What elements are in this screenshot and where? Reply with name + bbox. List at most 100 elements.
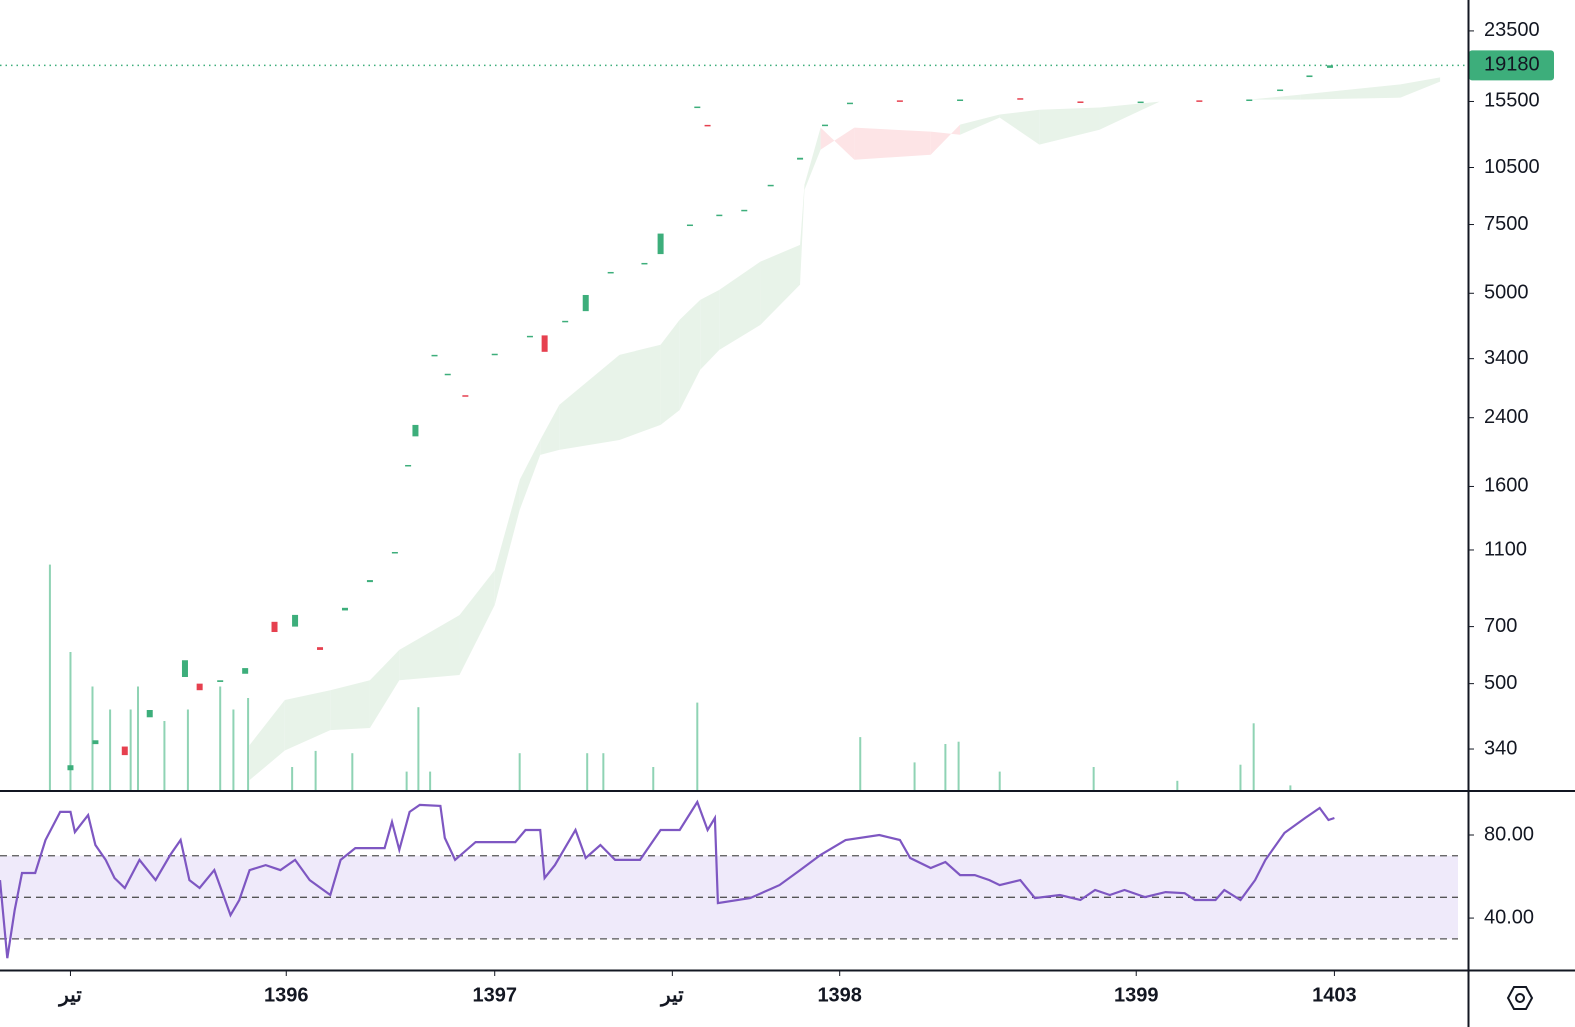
volume-bar (998, 771, 1001, 790)
candle (562, 320, 569, 323)
ichimoku-cloud (1300, 84, 1401, 100)
candle (607, 271, 614, 274)
volume-bar (696, 702, 699, 790)
ichimoku-cloud (1400, 77, 1441, 98)
ichimoku-cloud (800, 184, 805, 285)
volume-bar (1239, 764, 1242, 790)
ichimoku-cloud (284, 690, 331, 751)
settings-dot[interactable] (1515, 993, 1525, 1003)
ichimoku-cloud (999, 109, 1040, 145)
ichimoku-cloud (1099, 101, 1160, 130)
candle (1246, 99, 1253, 102)
candle (317, 647, 324, 650)
ichimoku-cloud (854, 127, 931, 160)
volume-bar (136, 686, 139, 790)
ichimoku-cloud (700, 289, 720, 370)
ichimoku-cloud (820, 127, 855, 160)
volume-bar (1289, 785, 1292, 790)
x-tick-label: 1399 (1114, 984, 1159, 1006)
candle (657, 233, 664, 255)
y-tick-label: 340 (1484, 737, 1517, 759)
candle (582, 294, 589, 312)
ichimoku-cloud (719, 261, 761, 350)
ichimoku-cloud (559, 354, 620, 450)
ichimoku-cloud (249, 700, 285, 781)
candle (1327, 65, 1334, 68)
candle (271, 621, 278, 633)
volume-bar (91, 686, 94, 790)
candle (292, 614, 299, 627)
volume-bar (417, 707, 420, 790)
x-tick-label: 1397 (472, 984, 517, 1006)
volume-bar (219, 686, 222, 790)
candle (217, 680, 224, 682)
rsi-line (0, 799, 1335, 959)
candle (1017, 98, 1024, 100)
ichimoku-cloud (494, 479, 520, 606)
volume-bar (586, 753, 589, 790)
volume-bar (314, 750, 317, 790)
volume-bar (429, 771, 432, 790)
ichimoku-cloud (369, 649, 400, 728)
x-tick-label: تیر (659, 984, 684, 1007)
last-price-label: 19180 (1484, 54, 1540, 76)
volume-bar (957, 741, 960, 790)
volume-bar (247, 698, 250, 790)
candle (196, 683, 203, 691)
y-tick-label: 1100 (1484, 538, 1527, 560)
volume-bar (163, 721, 166, 790)
y-tick-label: 80.00 (1484, 823, 1534, 845)
candle (444, 373, 451, 376)
candle (391, 551, 398, 554)
candle (1196, 100, 1203, 102)
volume-bar (405, 771, 408, 790)
candle (405, 464, 412, 467)
ichimoku-cloud (540, 404, 560, 455)
candle (1077, 101, 1084, 103)
candle (341, 607, 348, 611)
settings-hexagon[interactable] (1506, 986, 1534, 1010)
candle (526, 335, 533, 338)
y-tick-label: 7500 (1484, 213, 1529, 235)
candle (121, 746, 128, 756)
ichimoku-cloud (679, 299, 701, 410)
ichimoku-cloud (459, 570, 495, 676)
candle (741, 209, 748, 212)
ichimoku-cloud (660, 319, 680, 425)
candle (412, 424, 419, 437)
y-tick-label: 3400 (1484, 347, 1529, 369)
candle (686, 224, 693, 227)
volume-bar (652, 767, 655, 790)
ichimoku-cloud (960, 114, 1000, 135)
candle (1137, 101, 1144, 104)
candle (92, 740, 99, 745)
settings-icon[interactable] (1506, 986, 1534, 1010)
volume-bar (129, 709, 132, 790)
volume-bar (48, 564, 51, 790)
volume-bar (291, 767, 294, 790)
candle (67, 765, 74, 771)
candle (491, 353, 498, 356)
ichimoku-cloud (804, 127, 821, 190)
y-tick-label: 2400 (1484, 406, 1529, 428)
volume-bar (944, 744, 947, 790)
x-tick-label: تیر (57, 984, 82, 1007)
candle (541, 335, 548, 352)
candle (716, 214, 723, 217)
volume-bar (109, 709, 112, 790)
candle (822, 124, 829, 127)
volume-bar (1252, 723, 1255, 790)
ichimoku-cloud (760, 244, 801, 325)
candle (694, 106, 701, 109)
candle (1306, 75, 1313, 78)
candle (146, 710, 153, 718)
y-tick-label: 700 (1484, 615, 1517, 637)
candle (846, 102, 853, 105)
y-tick-label: 1600 (1484, 475, 1529, 497)
volume-bar (913, 762, 916, 790)
candle (181, 660, 188, 677)
volume-bar (518, 753, 521, 790)
candle (896, 100, 903, 102)
